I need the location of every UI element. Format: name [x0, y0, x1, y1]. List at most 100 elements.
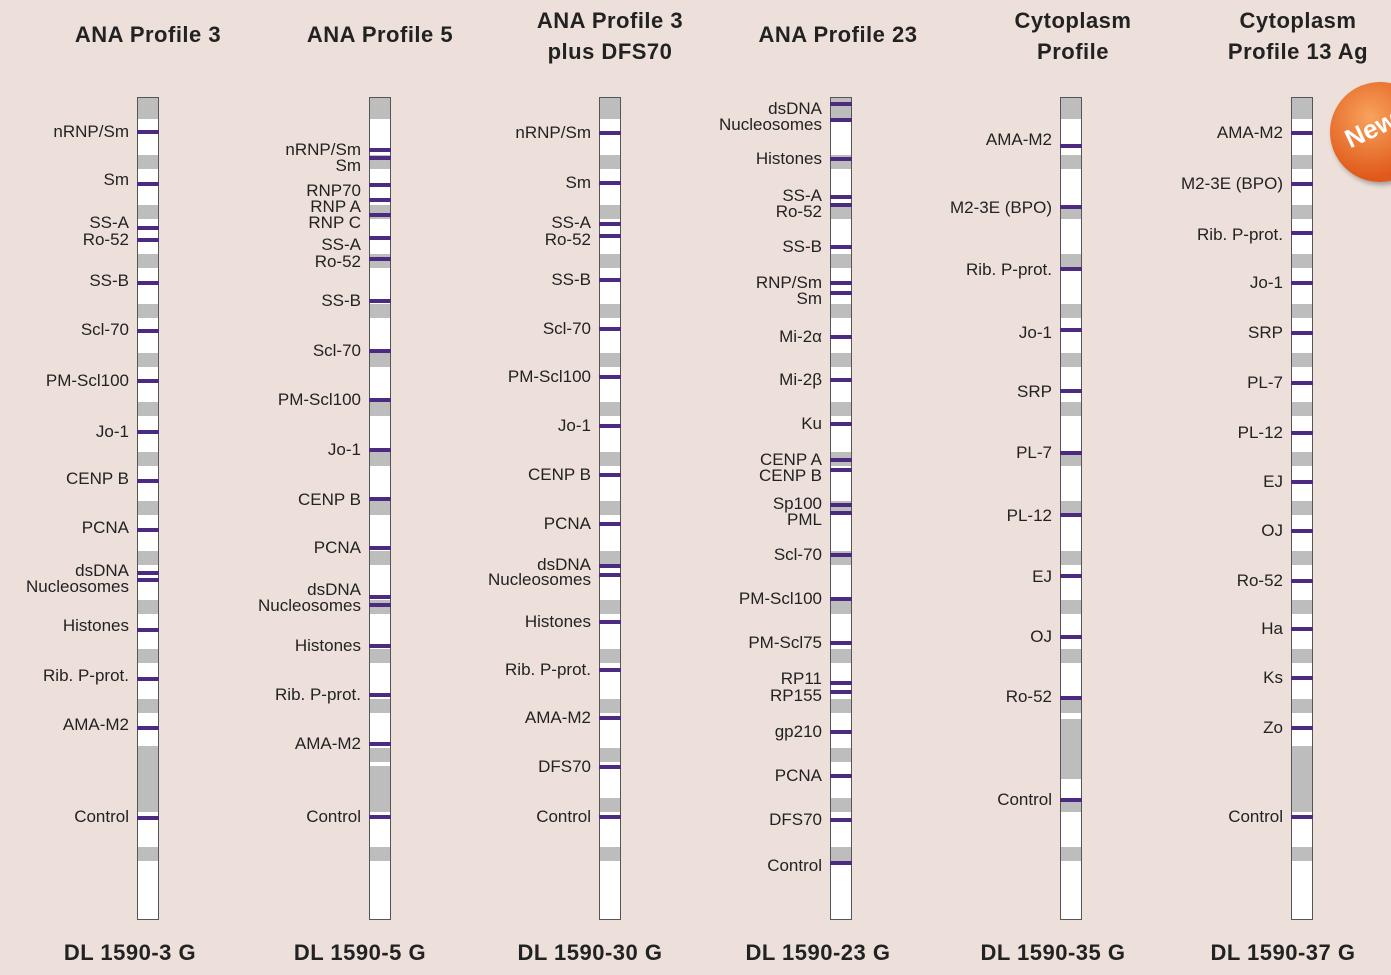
- band-label: DFS70: [351, 758, 591, 775]
- strip-segment: [370, 501, 390, 515]
- strip-segment: [1292, 699, 1312, 713]
- band-line: [1291, 431, 1313, 435]
- strip-title: ANA Profile 3: [480, 6, 740, 36]
- band-line: [369, 546, 391, 550]
- band-label: CENP B: [351, 466, 591, 483]
- strip-segment: [1292, 353, 1312, 367]
- band-label: Histones: [121, 637, 361, 654]
- band-label: Rib. P-prot.: [1043, 226, 1283, 243]
- band-label: Sm: [582, 290, 822, 307]
- band-label: RNP C: [121, 214, 361, 231]
- band-line: [830, 681, 852, 685]
- band-label: Ro-52: [1043, 572, 1283, 589]
- strip-segment: [370, 847, 390, 861]
- band-label: Sm: [121, 157, 361, 174]
- band-line: [137, 571, 159, 575]
- band-label: Jo-1: [1043, 274, 1283, 291]
- band-label: Jo-1: [0, 423, 129, 440]
- badge-text: New: [1340, 104, 1391, 155]
- strip-code: DL 1590-37 G: [1163, 940, 1391, 966]
- band-label: Jo-1: [812, 324, 1052, 341]
- band-line: [1291, 627, 1313, 631]
- band-line: [369, 257, 391, 261]
- band-label: Mi-2β: [582, 371, 822, 388]
- band-label: PCNA: [351, 515, 591, 532]
- strip-segment: [1061, 155, 1081, 169]
- band-line: [830, 861, 852, 865]
- band-line: [369, 595, 391, 599]
- band-label: RNP/Sm: [582, 274, 822, 291]
- band-line: [369, 148, 391, 152]
- band-line: [599, 222, 621, 226]
- band-label: OJ: [812, 628, 1052, 645]
- band-label: EJ: [1043, 473, 1283, 490]
- band-label: Control: [582, 857, 822, 874]
- strip-segment: [1292, 847, 1312, 861]
- band-label: nRNP/Sm: [0, 123, 129, 140]
- band-label: PCNA: [121, 539, 361, 556]
- band-label: CENP B: [582, 467, 822, 484]
- strip-segment: [1292, 304, 1312, 318]
- strip-title: Profile 13 Ag: [1168, 37, 1391, 67]
- strip-segment: [1292, 501, 1312, 515]
- strip-segment: [831, 402, 851, 416]
- band-label: Ro-52: [121, 253, 361, 270]
- band-line: [137, 677, 159, 681]
- band-label: AMA-M2: [0, 716, 129, 733]
- band-line: [369, 198, 391, 202]
- band-line: [137, 726, 159, 730]
- band-label: nRNP/Sm: [121, 141, 361, 158]
- strip-title: ANA Profile 23: [708, 20, 968, 50]
- strip-segment: [1061, 600, 1081, 614]
- band-line: [137, 379, 159, 383]
- band-label: PM-Scl100: [0, 372, 129, 389]
- band-line: [369, 742, 391, 746]
- band-line: [830, 597, 852, 601]
- band-line: [1291, 579, 1313, 583]
- strip-code: DL 1590-35 G: [933, 940, 1173, 966]
- strip-segment: [1061, 402, 1081, 416]
- strip-code: DL 1590-3 G: [10, 940, 250, 966]
- band-label: Scl-70: [121, 342, 361, 359]
- band-label: CENP B: [0, 470, 129, 487]
- band-line: [1060, 798, 1082, 802]
- band-line: [830, 245, 852, 249]
- band-label: Scl-70: [0, 321, 129, 338]
- band-label: PL-7: [1043, 374, 1283, 391]
- band-label: Nucleosomes: [351, 571, 591, 588]
- band-line: [369, 644, 391, 648]
- band-label: PM-Scl100: [582, 590, 822, 607]
- strip-title: ANA Profile 5: [250, 20, 510, 50]
- band-line: [137, 329, 159, 333]
- band-label: Control: [1043, 808, 1283, 825]
- strip-code: DL 1590-30 G: [470, 940, 710, 966]
- strip-segment: [1061, 353, 1081, 367]
- band-label: PCNA: [582, 767, 822, 784]
- band-label: CENP B: [121, 491, 361, 508]
- band-label: Ro-52: [582, 203, 822, 220]
- strip-segment: [1292, 98, 1312, 119]
- band-label: AMA-M2: [121, 735, 361, 752]
- band-label: RP155: [582, 687, 822, 704]
- band-line: [1291, 131, 1313, 135]
- band-label: M2-3E (BPO): [812, 199, 1052, 216]
- band-label: SS-B: [582, 238, 822, 255]
- band-label: Ro-52: [351, 231, 591, 248]
- band-line: [599, 620, 621, 624]
- band-label: Ro-52: [812, 688, 1052, 705]
- strip-segment: [600, 748, 620, 762]
- strip-segment: [1061, 847, 1081, 861]
- strip-segment: [1292, 155, 1312, 169]
- band-line: [369, 349, 391, 353]
- strip-segment: [138, 746, 158, 801]
- strip-title: Cytoplasm: [943, 6, 1203, 36]
- band-label: Rib. P-prot.: [351, 661, 591, 678]
- band-label: Rib. P-prot.: [812, 261, 1052, 278]
- strip-segment: [1061, 304, 1081, 318]
- band-label: Control: [351, 808, 591, 825]
- band-label: M2-3E (BPO): [1043, 175, 1283, 192]
- strip-segment: [370, 98, 390, 119]
- band-label: gp210: [582, 723, 822, 740]
- strip-code: DL 1590-23 G: [698, 940, 938, 966]
- strip-segment: [600, 649, 620, 663]
